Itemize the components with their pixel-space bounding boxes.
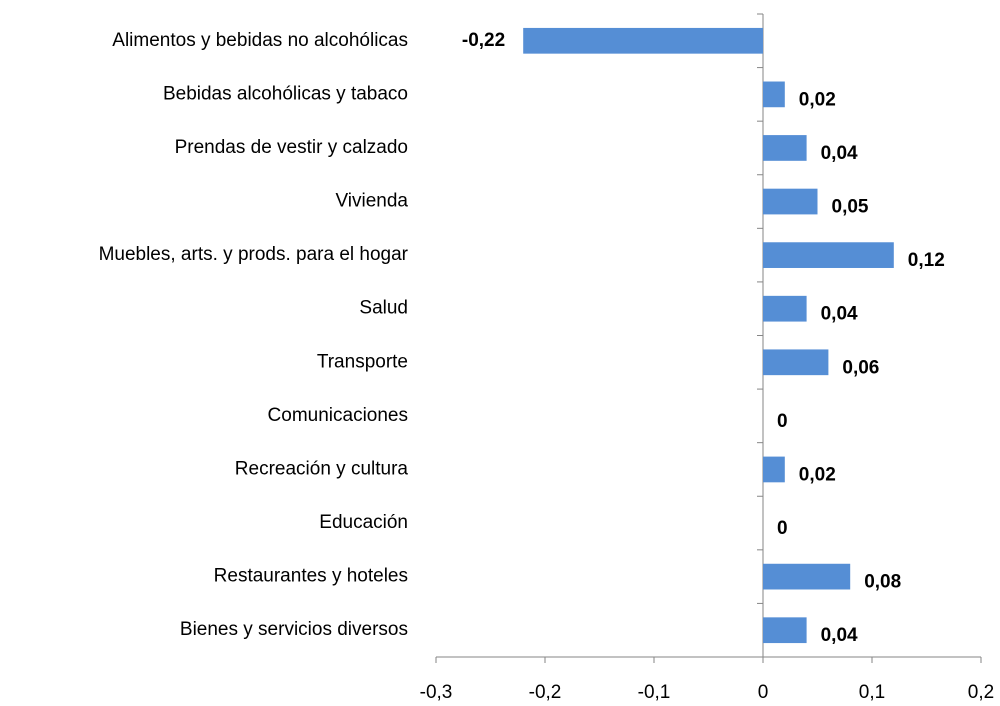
value-label: 0,02 (799, 89, 836, 110)
x-tick-label: -0,1 (638, 682, 671, 703)
value-label: 0,04 (821, 304, 858, 325)
x-tick-label: 0 (758, 682, 769, 703)
category-label: Transporte (317, 351, 408, 372)
x-tick-label: -0,2 (529, 682, 562, 703)
x-tick-label: 0,2 (968, 682, 994, 703)
value-label: 0,02 (799, 464, 836, 485)
category-label: Vivienda (335, 191, 408, 212)
bar (763, 563, 851, 590)
bar (763, 456, 785, 483)
category-label: Alimentos y bebidas no alcohólicas (112, 30, 408, 51)
category-label: Bienes y servicios diversos (180, 619, 408, 640)
bar (763, 617, 807, 644)
value-label: 0,08 (864, 572, 901, 593)
bar (763, 295, 807, 322)
value-label: 0,04 (821, 625, 858, 646)
bar (763, 242, 894, 268)
category-label: Comunicaciones (268, 405, 408, 426)
value-label: 0,06 (842, 357, 879, 378)
category-label: Prendas de vestir y calzado (175, 137, 408, 158)
value-label: 0,12 (908, 250, 945, 271)
value-label: 0,05 (832, 197, 869, 218)
category-label: Bebidas alcohólicas y tabaco (163, 83, 408, 104)
category-label: Muebles, arts. y prods. para el hogar (99, 244, 409, 265)
bar (763, 135, 807, 161)
bar (763, 81, 785, 108)
category-label: Salud (359, 298, 408, 319)
bar (763, 188, 818, 215)
category-label: Recreación y cultura (235, 458, 409, 479)
x-tick-label: 0,1 (859, 682, 885, 703)
x-tick-label: -0,3 (420, 682, 453, 703)
value-label: 0,04 (821, 143, 858, 164)
value-label: 0 (777, 411, 788, 432)
category-label: Educación (319, 512, 408, 533)
bar (763, 349, 829, 376)
value-label: 0 (777, 518, 788, 539)
value-label: -0,22 (462, 30, 505, 51)
bar (523, 27, 763, 54)
category-label: Restaurantes y hoteles (214, 566, 408, 587)
